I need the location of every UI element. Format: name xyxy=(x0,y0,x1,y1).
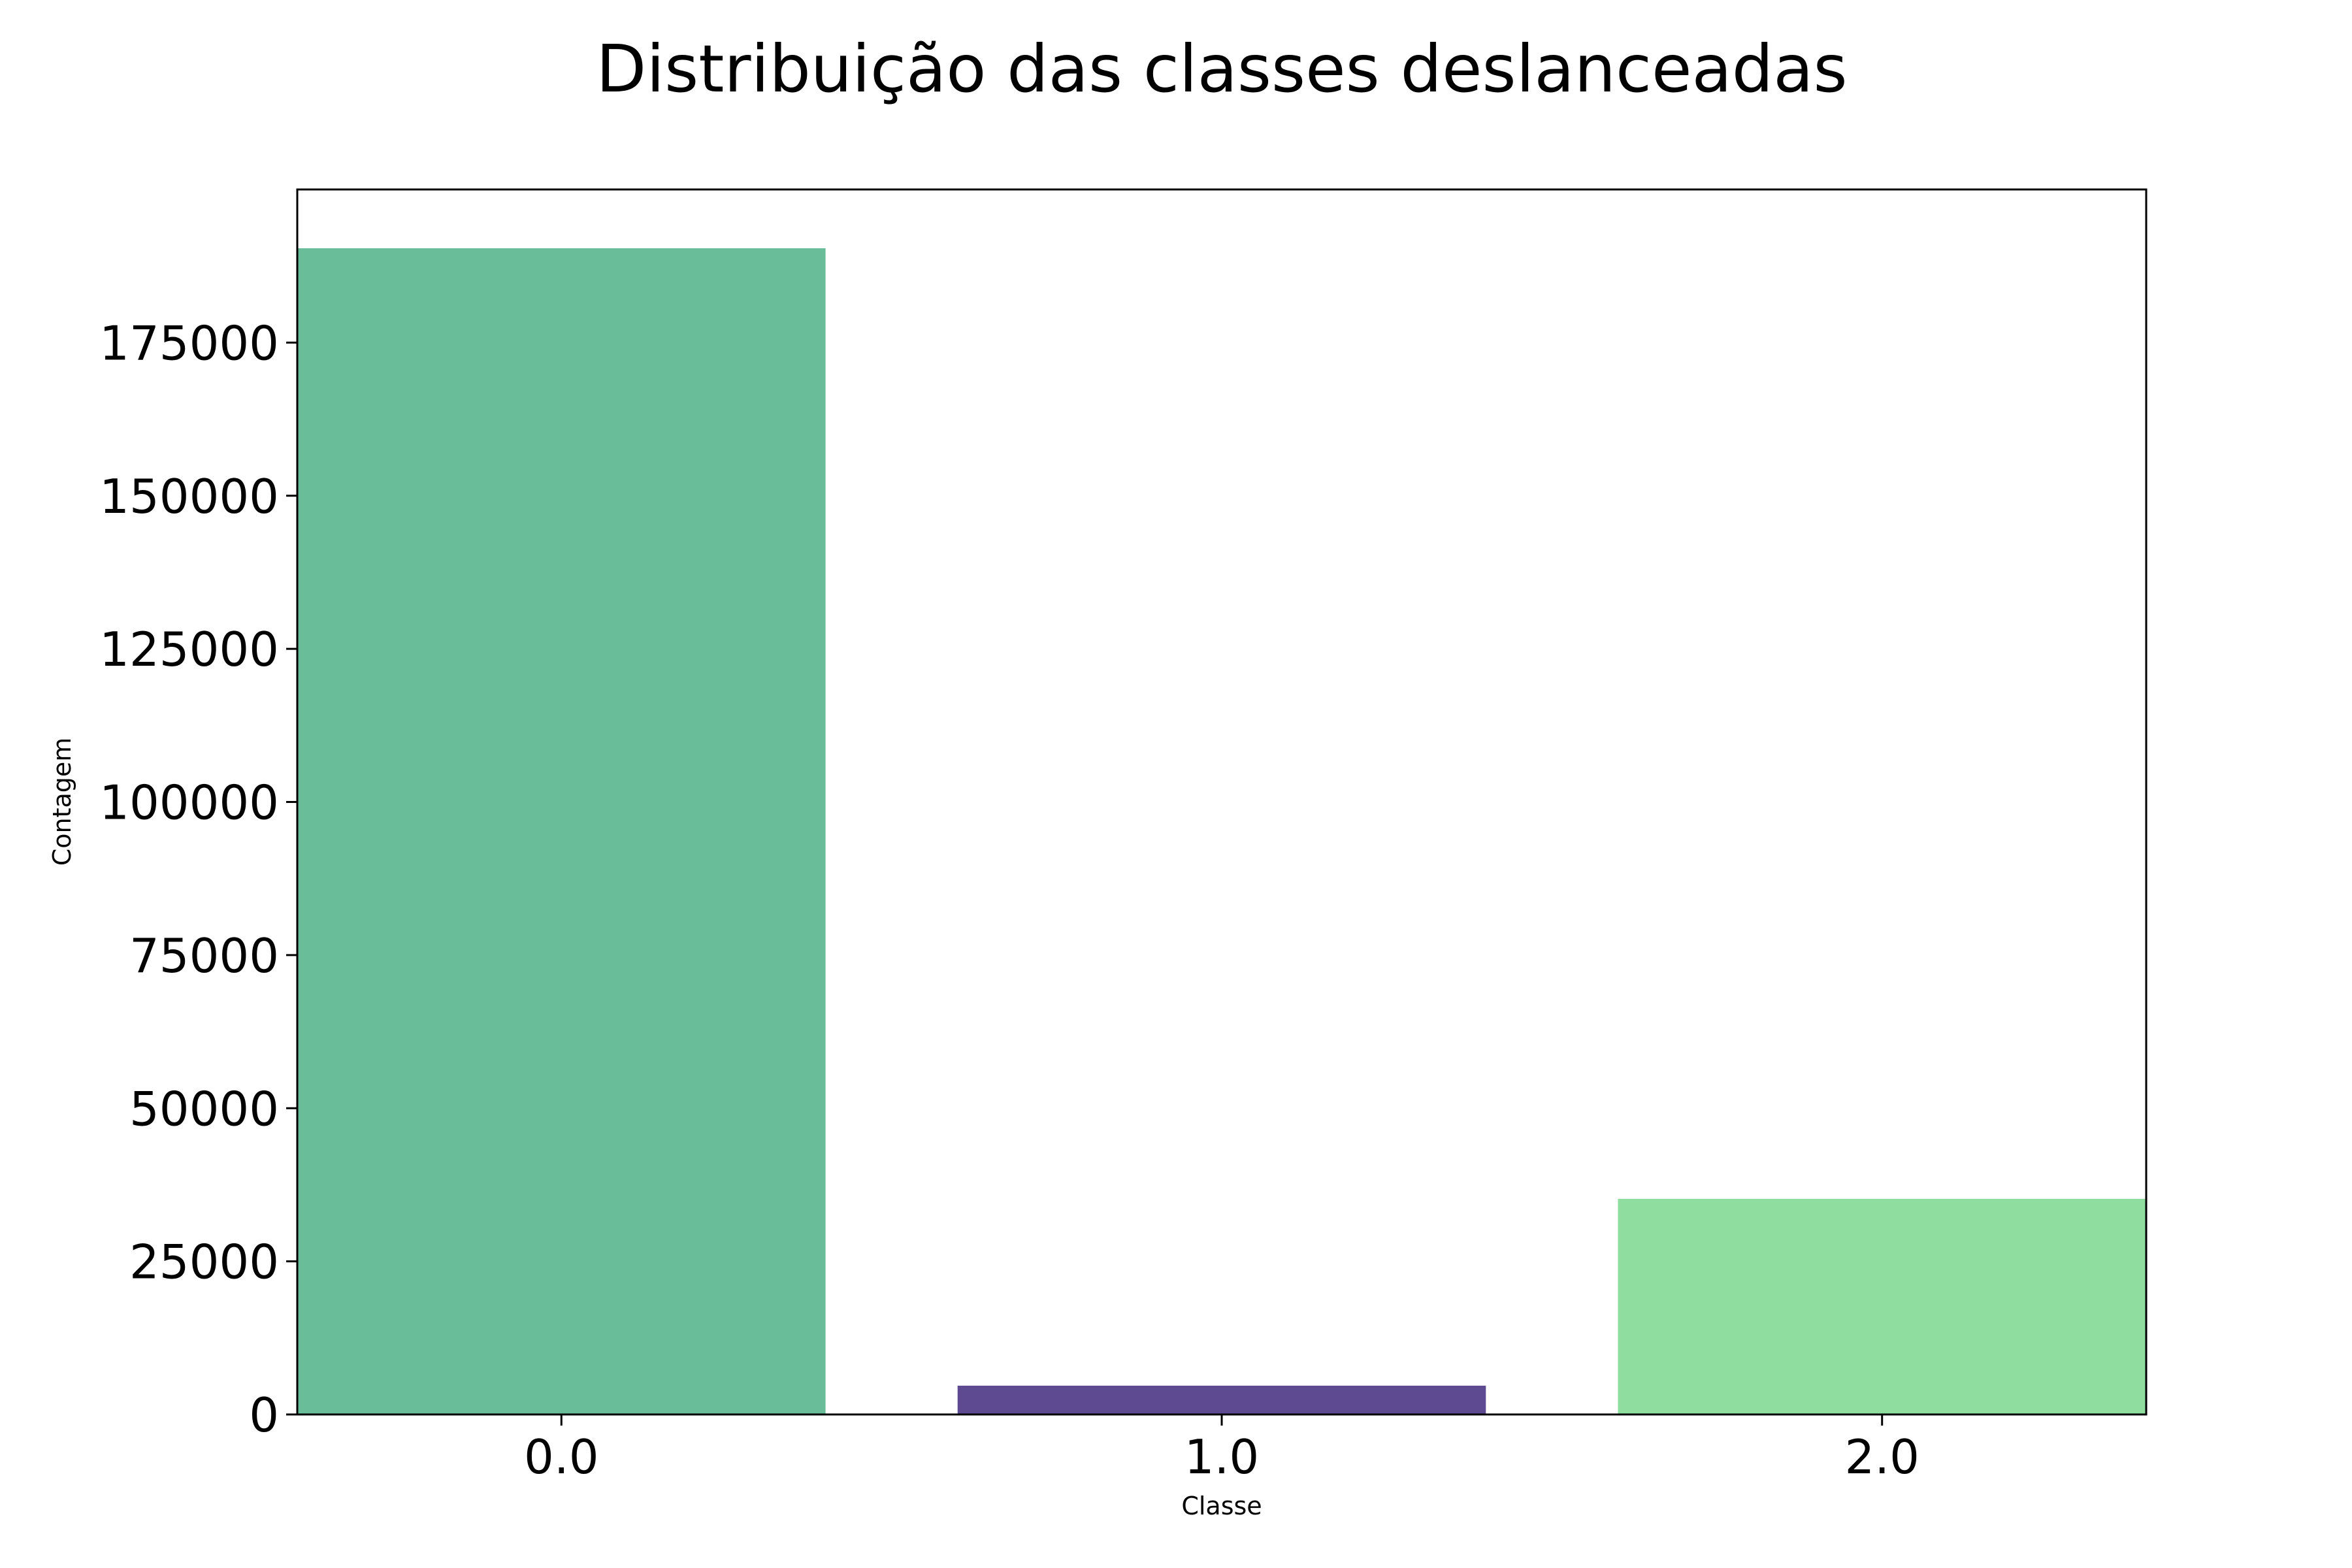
bar-2.0 xyxy=(1618,1199,2146,1414)
y-tick-label: 150000 xyxy=(99,469,279,524)
y-tick-label: 125000 xyxy=(99,622,279,677)
x-axis-label: Classe xyxy=(1181,1492,1262,1520)
bars-group xyxy=(297,248,2146,1414)
x-tick-label: 2.0 xyxy=(1844,1429,1919,1484)
bar-0.0 xyxy=(297,248,826,1414)
x-tick-label: 0.0 xyxy=(524,1429,599,1484)
y-axis-label: Contagem xyxy=(48,738,76,866)
y-tick-label: 75000 xyxy=(129,928,279,983)
x-axis-ticks: 0.0 1.0 2.0 xyxy=(524,1414,1919,1484)
y-tick-label: 0 xyxy=(249,1388,279,1443)
x-tick-label: 1.0 xyxy=(1184,1429,1260,1484)
y-axis-ticks: 0 25000 50000 75000 100000 125000 150000 175000 xyxy=(99,316,297,1443)
y-tick-label: 100000 xyxy=(99,776,279,830)
y-tick-label: 175000 xyxy=(99,316,279,370)
chart-title: Distribuição das classes deslanceadas xyxy=(596,31,1847,107)
bar-1.0 xyxy=(957,1385,1486,1414)
y-tick-label: 50000 xyxy=(129,1081,279,1136)
y-tick-label: 25000 xyxy=(129,1235,279,1290)
